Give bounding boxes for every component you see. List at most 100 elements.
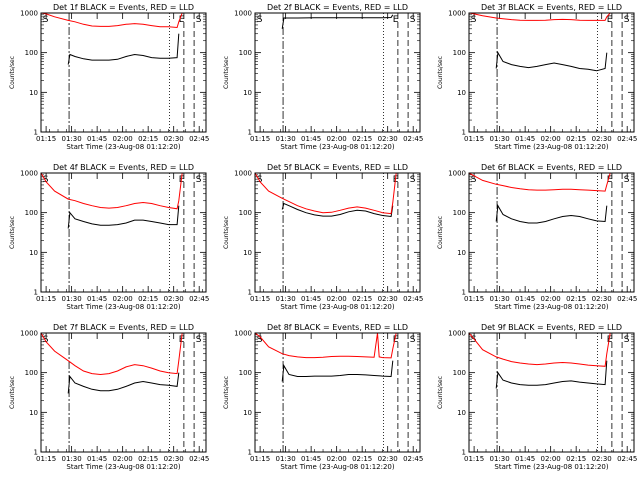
x-axis-label: Start Time (23-Aug-08 01:12:20) bbox=[494, 303, 608, 311]
x-axis-label: Start Time (23-Aug-08 01:12:20) bbox=[494, 143, 608, 151]
plot-frame bbox=[40, 332, 207, 453]
x-tick-label: 01:30 bbox=[62, 455, 82, 463]
x-tick-label: 01:30 bbox=[62, 295, 82, 303]
x-tick-label: 01:45 bbox=[301, 295, 321, 303]
x-tick-label: 02:30 bbox=[592, 455, 612, 463]
y-axis-label: Counts/sec bbox=[9, 56, 16, 89]
panel-title: Det 2f BLACK = Events, RED = LLD bbox=[267, 3, 408, 12]
plot-frame bbox=[40, 172, 207, 293]
x-tick-label: 02:15 bbox=[566, 295, 586, 303]
y-tick-label: 1 bbox=[34, 129, 38, 137]
x-tick-label: 01:15 bbox=[250, 135, 270, 143]
x-tick-label: 01:15 bbox=[464, 135, 484, 143]
x-tick-label: 01:30 bbox=[276, 135, 296, 143]
y-tick-label: 1 bbox=[34, 289, 38, 297]
event-marker: S bbox=[196, 15, 202, 25]
x-axis-label: Start Time (23-Aug-08 01:12:20) bbox=[66, 143, 180, 151]
y-tick-label: 100 bbox=[25, 369, 38, 377]
event-marker: S bbox=[471, 175, 477, 185]
detector-panel: Det 9f BLACK = Events, RED = LLD 1 10 100 10… bbox=[437, 323, 637, 471]
event-marker: S bbox=[196, 335, 202, 345]
x-tick-label: 02:15 bbox=[138, 135, 158, 143]
series-line bbox=[469, 173, 611, 192]
y-tick-label: 1000 bbox=[234, 10, 252, 18]
event-marker: S bbox=[257, 15, 263, 25]
x-tick-label: 01:30 bbox=[490, 295, 510, 303]
y-tick-label: 1000 bbox=[448, 330, 466, 338]
panel-title: Det 9f BLACK = Events, RED = LLD bbox=[481, 323, 622, 332]
y-tick-label: 1000 bbox=[20, 170, 38, 178]
panel-title: Det 7f BLACK = Events, RED = LLD bbox=[53, 323, 194, 332]
x-tick-label: 02:45 bbox=[189, 135, 209, 143]
panel-title: Det 5f BLACK = Events, RED = LLD bbox=[267, 163, 408, 172]
panel-title: Det 1f BLACK = Events, RED = LLD bbox=[53, 3, 194, 12]
x-tick-label: 02:45 bbox=[617, 455, 637, 463]
series-line bbox=[469, 333, 611, 367]
y-tick-label: 1000 bbox=[448, 10, 466, 18]
x-tick-label: 01:45 bbox=[87, 295, 107, 303]
x-axis-label: Start Time (23-Aug-08 01:12:20) bbox=[280, 143, 394, 151]
series-line bbox=[67, 372, 180, 394]
x-tick-label: 01:45 bbox=[515, 455, 535, 463]
event-marker: S bbox=[471, 15, 477, 25]
x-tick-label: 01:30 bbox=[490, 455, 510, 463]
y-axis-label: Counts/sec bbox=[437, 216, 444, 249]
y-tick-label: 100 bbox=[239, 49, 252, 57]
y-tick-label: 1 bbox=[462, 129, 466, 137]
y-tick-label: 100 bbox=[239, 369, 252, 377]
y-axis-label: Counts/sec bbox=[223, 216, 230, 249]
x-tick-label: 01:45 bbox=[87, 135, 107, 143]
x-tick-label: 02:00 bbox=[541, 455, 561, 463]
y-tick-label: 1 bbox=[462, 289, 466, 297]
series-line bbox=[281, 360, 394, 382]
event-marker: S bbox=[624, 175, 630, 185]
panel-title: Det 3f BLACK = Events, RED = LLD bbox=[481, 3, 622, 12]
x-tick-label: 02:45 bbox=[617, 135, 637, 143]
plot-frame bbox=[254, 172, 421, 293]
x-tick-label: 02:30 bbox=[592, 295, 612, 303]
series-line bbox=[495, 51, 608, 72]
y-tick-label: 100 bbox=[453, 369, 466, 377]
y-tick-label: 100 bbox=[25, 209, 38, 217]
x-tick-label: 01:45 bbox=[301, 135, 321, 143]
y-tick-label: 100 bbox=[453, 209, 466, 217]
y-tick-label: 100 bbox=[453, 49, 466, 57]
x-tick-label: 01:45 bbox=[301, 455, 321, 463]
series-line bbox=[67, 205, 180, 229]
detector-panel: Det 2f BLACK = Events, RED = LLD 1 10 100 10… bbox=[223, 3, 423, 151]
x-tick-label: 02:30 bbox=[164, 455, 184, 463]
series-line bbox=[41, 333, 183, 376]
event-marker: S bbox=[43, 335, 49, 345]
y-tick-label: 1 bbox=[462, 449, 466, 457]
series-line bbox=[41, 173, 183, 210]
x-tick-label: 02:45 bbox=[403, 135, 423, 143]
y-tick-label: 1 bbox=[248, 449, 252, 457]
y-tick-label: 1000 bbox=[448, 170, 466, 178]
event-marker: S bbox=[410, 175, 416, 185]
x-tick-label: 01:30 bbox=[490, 135, 510, 143]
x-tick-label: 02:15 bbox=[352, 455, 372, 463]
x-tick-label: 01:45 bbox=[515, 295, 535, 303]
x-tick-label: 01:15 bbox=[464, 295, 484, 303]
x-tick-label: 02:15 bbox=[566, 455, 586, 463]
x-tick-label: 02:00 bbox=[327, 135, 347, 143]
y-tick-label: 1 bbox=[248, 289, 252, 297]
x-tick-label: 01:30 bbox=[276, 455, 296, 463]
series-line bbox=[41, 13, 183, 29]
x-axis-label: Start Time (23-Aug-08 01:12:20) bbox=[494, 463, 608, 471]
series-line bbox=[469, 13, 611, 21]
x-axis-label: Start Time (23-Aug-08 01:12:20) bbox=[280, 463, 394, 471]
x-tick-label: 02:00 bbox=[113, 135, 133, 143]
y-tick-label: 10 bbox=[457, 249, 466, 257]
x-tick-label: 02:15 bbox=[352, 295, 372, 303]
series-line bbox=[281, 14, 394, 29]
x-tick-label: 01:15 bbox=[250, 455, 270, 463]
y-axis-label: Counts/sec bbox=[223, 56, 230, 89]
x-tick-label: 02:45 bbox=[617, 295, 637, 303]
detector-panel: Det 7f BLACK = Events, RED = LLD 1 10 100 10… bbox=[9, 323, 209, 471]
x-tick-label: 01:15 bbox=[36, 295, 56, 303]
y-axis-label: Counts/sec bbox=[9, 216, 16, 249]
x-tick-label: 02:45 bbox=[189, 295, 209, 303]
event-marker: E bbox=[607, 335, 613, 345]
event-marker: E bbox=[607, 15, 613, 25]
